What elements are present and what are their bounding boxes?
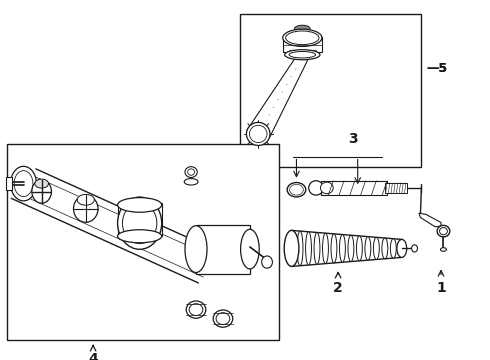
Ellipse shape [437,225,450,237]
Ellipse shape [289,51,316,58]
Ellipse shape [74,195,98,222]
Ellipse shape [391,239,396,258]
Ellipse shape [322,233,328,264]
Ellipse shape [292,186,301,193]
Ellipse shape [286,31,319,45]
Ellipse shape [348,235,354,262]
Ellipse shape [262,256,272,268]
Text: —5: —5 [426,62,447,75]
Ellipse shape [397,239,407,257]
Ellipse shape [356,236,362,261]
Ellipse shape [185,226,207,273]
Polygon shape [240,14,421,167]
Ellipse shape [294,25,310,32]
Ellipse shape [382,238,388,259]
Ellipse shape [35,179,49,188]
Ellipse shape [441,248,446,251]
Polygon shape [196,225,250,274]
Polygon shape [7,144,279,340]
Ellipse shape [373,237,379,260]
Ellipse shape [320,182,333,194]
Ellipse shape [186,301,206,318]
Ellipse shape [340,235,345,262]
Text: —5: —5 [426,62,447,75]
Ellipse shape [77,194,94,205]
Polygon shape [6,177,12,190]
Polygon shape [419,213,441,227]
Polygon shape [321,181,387,195]
Polygon shape [118,203,162,236]
Ellipse shape [290,184,303,195]
Polygon shape [283,37,322,52]
Ellipse shape [185,167,197,177]
Ellipse shape [14,171,33,197]
Ellipse shape [213,310,233,327]
Text: 2: 2 [333,281,343,295]
Ellipse shape [399,239,405,257]
Ellipse shape [289,230,294,266]
Text: 1: 1 [436,281,446,295]
Polygon shape [385,183,407,193]
Ellipse shape [118,230,162,243]
Ellipse shape [287,183,306,197]
Ellipse shape [118,198,162,212]
Ellipse shape [365,237,371,260]
Ellipse shape [331,234,337,263]
Ellipse shape [188,169,195,175]
Text: 4: 4 [88,352,98,360]
Ellipse shape [32,180,51,203]
Ellipse shape [306,232,312,265]
Ellipse shape [440,228,447,235]
Ellipse shape [241,229,259,269]
Ellipse shape [297,231,303,266]
Ellipse shape [118,197,162,249]
Ellipse shape [184,179,198,185]
Polygon shape [247,56,308,138]
Ellipse shape [249,125,267,143]
Ellipse shape [314,233,320,264]
Text: 3: 3 [348,132,358,146]
Ellipse shape [285,50,320,60]
Ellipse shape [189,303,203,315]
Ellipse shape [11,166,36,201]
Ellipse shape [122,203,157,244]
Ellipse shape [309,181,323,195]
Ellipse shape [216,312,230,325]
Ellipse shape [246,122,270,145]
Ellipse shape [412,245,417,252]
Ellipse shape [284,230,299,266]
Ellipse shape [283,29,322,46]
